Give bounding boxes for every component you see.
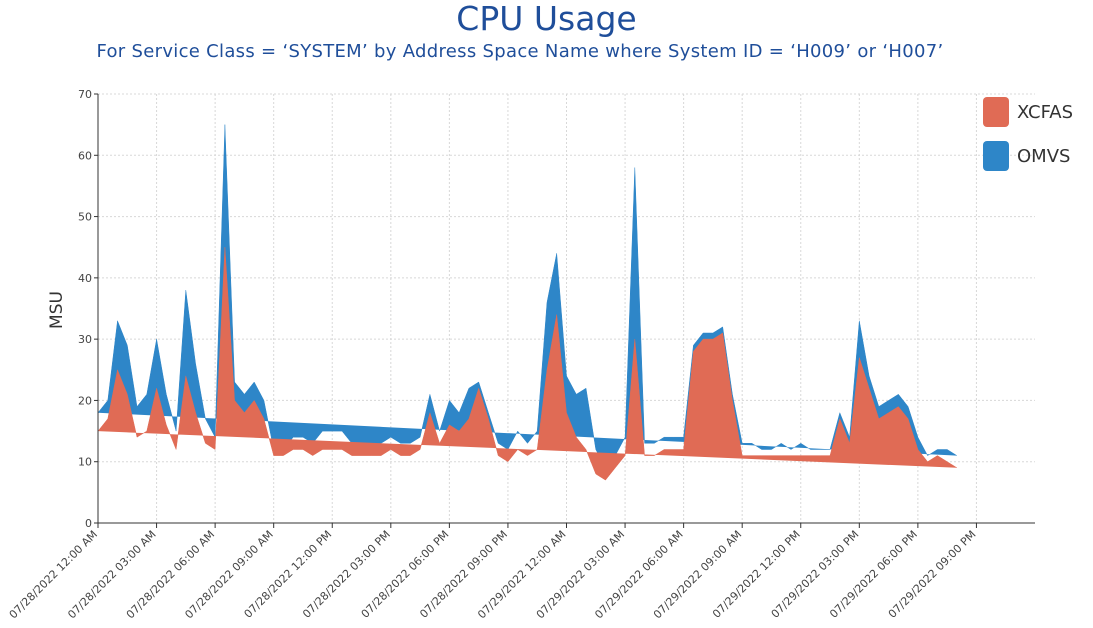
y-tick-label: 20 — [78, 394, 92, 407]
legend-label-xcfas: XCFAS — [1017, 102, 1073, 123]
legend-swatch-xcfas — [983, 97, 1009, 127]
legend-swatch-omvs — [983, 141, 1009, 171]
legend-label-omvs: OMVS — [1017, 146, 1070, 167]
y-tick-label: 40 — [78, 272, 92, 285]
y-tick-label: 70 — [78, 88, 92, 101]
chart-subtitle: For Service Class = ‘SYSTEM’ by Address … — [96, 41, 944, 62]
y-tick-label: 60 — [78, 149, 92, 162]
y-tick-label: 10 — [78, 456, 92, 469]
y-tick-label: 50 — [78, 211, 92, 224]
legend: XCFAS OMVS — [983, 97, 1073, 171]
chart-title: CPU Usage — [456, 0, 637, 38]
y-tick-label: 0 — [85, 517, 92, 530]
stacked-areas — [97, 124, 958, 481]
y-axis-label: MSU — [47, 291, 67, 329]
y-ticks: 0 10 20 30 40 50 60 70 — [78, 88, 98, 530]
y-tick-label: 30 — [78, 333, 92, 346]
area-series-xcfas — [97, 247, 958, 481]
